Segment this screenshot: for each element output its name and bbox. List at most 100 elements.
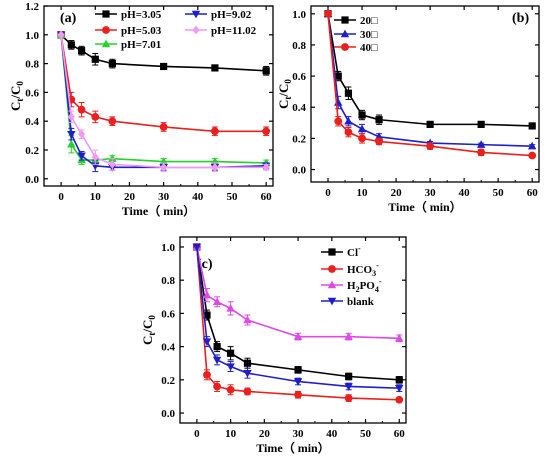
data-point bbox=[77, 152, 86, 161]
x-tick-label: 60 bbox=[261, 191, 273, 203]
data-point bbox=[476, 140, 486, 148]
series-line bbox=[60, 34, 267, 169]
data-point bbox=[344, 332, 353, 340]
data-point bbox=[426, 120, 434, 128]
y-tick-label: 0.8 bbox=[161, 275, 175, 287]
data-point bbox=[67, 139, 76, 148]
data-point bbox=[108, 60, 116, 68]
legend-marker bbox=[192, 25, 200, 35]
data-point bbox=[212, 297, 222, 305]
series-line bbox=[196, 246, 400, 340]
x-axis-label: Time（ min） bbox=[122, 203, 195, 218]
legend-marker bbox=[327, 297, 337, 306]
data-point bbox=[344, 394, 353, 402]
data-point bbox=[211, 162, 219, 172]
y-tick-label: 0.2 bbox=[161, 375, 175, 387]
y-tick-label: 1.0 bbox=[161, 242, 175, 254]
y-tick-label: 0.0 bbox=[161, 408, 175, 420]
legend-label: pH=9.02 bbox=[211, 9, 252, 21]
x-tick-label: 50 bbox=[493, 187, 505, 199]
x-tick-label: 40 bbox=[459, 187, 471, 199]
y-tick-label: 1.0 bbox=[25, 30, 39, 42]
data-point bbox=[344, 383, 353, 391]
legend-item: pH=11.02 bbox=[185, 25, 257, 37]
data-point bbox=[395, 395, 404, 404]
data-point bbox=[358, 111, 366, 119]
legend-item: 40□ bbox=[334, 42, 378, 54]
legend-item: pH=5.03 bbox=[95, 25, 162, 37]
y-tick-label: 1.2 bbox=[25, 1, 39, 13]
x-tick-label: 0 bbox=[194, 428, 200, 440]
data-point bbox=[262, 162, 270, 172]
data-point bbox=[243, 387, 252, 396]
legend-item: pH=3.05 bbox=[95, 9, 162, 21]
data-point bbox=[211, 64, 219, 72]
x-axis-label: Time（ min） bbox=[388, 199, 461, 214]
y-tick-label: 0.8 bbox=[292, 40, 306, 52]
chart-panel-2: 0 10 20 30 40 50 60 0.0 0.2 0.4 0.6 0.8 1.0 Time（ min… bbox=[276, 5, 540, 214]
data-point bbox=[243, 359, 252, 367]
legend-marker bbox=[101, 39, 111, 48]
x-tick-label: 30 bbox=[158, 191, 170, 203]
data-point bbox=[67, 130, 76, 139]
y-axis-label: Ct/C0 bbox=[140, 315, 157, 345]
data-point bbox=[159, 123, 168, 131]
data-point bbox=[77, 129, 86, 139]
y-axis-label: Ct/C0 bbox=[8, 81, 25, 111]
x-tick-label: 30 bbox=[293, 428, 305, 440]
y-tick-label: 0.2 bbox=[25, 145, 39, 157]
data-point bbox=[426, 142, 435, 151]
legend-marker bbox=[102, 10, 110, 18]
series-5 bbox=[57, 30, 270, 173]
data-point bbox=[345, 372, 353, 381]
x-tick-label: 60 bbox=[394, 428, 406, 440]
legend-label: Cl- bbox=[347, 244, 361, 259]
data-point bbox=[77, 47, 86, 55]
y-tick-label: 0.6 bbox=[161, 308, 175, 320]
x-tick-label: 20 bbox=[124, 191, 136, 203]
data-point bbox=[293, 332, 303, 340]
data-point bbox=[262, 127, 271, 136]
data-point bbox=[357, 124, 367, 133]
data-point bbox=[226, 349, 235, 357]
x-tick-label: 60 bbox=[527, 187, 539, 199]
series-line bbox=[60, 34, 267, 164]
data-point bbox=[202, 338, 212, 347]
data-point bbox=[477, 120, 485, 128]
panel-label: (a) bbox=[60, 11, 77, 26]
y-tick-label: 0.0 bbox=[25, 174, 39, 186]
y-tick-label: 0.0 bbox=[292, 165, 306, 177]
x-tick-label: 10 bbox=[225, 428, 237, 440]
legend-marker bbox=[341, 16, 349, 24]
x-tick-label: 40 bbox=[192, 191, 204, 203]
data-point bbox=[67, 112, 75, 122]
legend-marker bbox=[341, 43, 349, 51]
data-point bbox=[91, 152, 99, 162]
chart-panel-3: 0 10 20 30 40 50 60 0.0 0.2 0.4 0.6 0.8 1.0 Time（ min… bbox=[140, 236, 407, 455]
y-tick-label: 0.4 bbox=[292, 102, 306, 114]
data-point bbox=[160, 162, 168, 172]
series-line bbox=[60, 34, 267, 169]
x-tick-label: 50 bbox=[226, 191, 238, 203]
data-point bbox=[344, 89, 353, 97]
y-tick-label: 0.2 bbox=[292, 133, 306, 145]
legend-marker bbox=[328, 248, 336, 256]
data-point bbox=[334, 98, 343, 106]
x-tick-label: 50 bbox=[360, 428, 372, 440]
legend-label: H2PO4- bbox=[347, 277, 382, 294]
legend-marker bbox=[327, 280, 337, 289]
data-point bbox=[160, 62, 168, 71]
y-axis-label: Ct/C0 bbox=[276, 79, 293, 109]
x-tick-label: 10 bbox=[357, 187, 369, 199]
legend-item: pH=7.01 bbox=[95, 39, 161, 51]
data-point bbox=[91, 55, 99, 63]
legend-label: pH=3.05 bbox=[121, 9, 162, 21]
x-tick-label: 0 bbox=[58, 191, 64, 203]
data-point bbox=[395, 384, 404, 393]
data-point bbox=[226, 304, 235, 312]
legend-label: blank bbox=[347, 296, 375, 308]
data-point bbox=[344, 116, 353, 125]
data-point bbox=[192, 243, 202, 252]
data-point bbox=[395, 333, 404, 342]
series-4 bbox=[192, 243, 404, 393]
